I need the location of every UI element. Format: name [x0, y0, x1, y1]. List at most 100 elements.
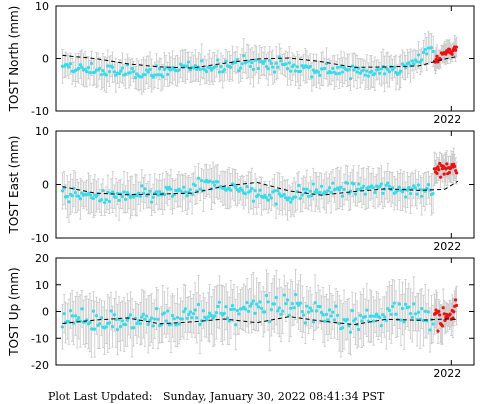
- north-point: [311, 68, 315, 72]
- up-error-bars: [61, 269, 458, 358]
- east-point: [237, 189, 241, 193]
- north-point: [164, 65, 168, 70]
- north-point: [130, 66, 134, 70]
- north-point: [148, 67, 152, 71]
- north-point: [177, 68, 181, 72]
- up-recent-point: [442, 312, 446, 316]
- north-recent-point: [435, 54, 439, 58]
- north-point: [366, 74, 371, 78]
- north-point: [80, 65, 84, 69]
- north-point: [392, 65, 396, 69]
- north-point: [140, 75, 144, 79]
- up-point: [88, 320, 92, 325]
- north-point: [336, 65, 340, 70]
- east-point: [208, 179, 212, 183]
- up-point: [282, 293, 286, 297]
- north-point: [268, 59, 272, 63]
- north-point: [193, 63, 197, 68]
- up-point: [75, 318, 79, 322]
- east-point: [104, 198, 108, 202]
- east-point: [258, 188, 262, 192]
- north-point: [269, 61, 273, 65]
- east-point: [400, 190, 405, 194]
- up-point: [230, 304, 235, 308]
- east-point: [264, 195, 268, 200]
- east-point: [107, 199, 112, 204]
- up-point: [143, 317, 147, 321]
- east-point: [245, 185, 249, 189]
- east-point: [340, 194, 345, 198]
- north-point: [352, 68, 356, 72]
- north-point: [287, 61, 291, 65]
- up-point: [214, 311, 218, 315]
- up-point: [279, 312, 283, 316]
- east-point: [282, 192, 286, 197]
- up-point: [348, 330, 353, 334]
- up-ytick-label: 0: [42, 306, 49, 319]
- up-point: [428, 328, 432, 332]
- east-point: [266, 198, 270, 202]
- up-point: [235, 309, 239, 313]
- east-point: [298, 196, 303, 200]
- up-point: [255, 302, 259, 306]
- east-point: [404, 195, 408, 199]
- up-point: [350, 309, 354, 313]
- up-point: [363, 314, 367, 319]
- east-point: [329, 190, 333, 194]
- north-point: [339, 65, 343, 69]
- north-point: [318, 73, 322, 77]
- north-point: [67, 65, 71, 69]
- north-point: [417, 53, 421, 57]
- up-point: [331, 310, 335, 314]
- up-point: [293, 293, 298, 297]
- east-point: [251, 199, 256, 203]
- east-point: [198, 187, 202, 191]
- up-point: [177, 322, 181, 326]
- east-point: [295, 189, 299, 194]
- up-point: [323, 319, 327, 323]
- up-point: [310, 309, 314, 313]
- up-point: [153, 317, 157, 321]
- east-recent-point: [437, 168, 441, 172]
- east-point: [342, 187, 346, 192]
- north-point: [421, 50, 426, 55]
- up-point: [300, 310, 304, 314]
- footer-label: Plot Last Updated:: [48, 390, 153, 403]
- east-recent-point: [440, 167, 445, 171]
- north-ytick-label: 10: [35, 0, 49, 13]
- north-point: [240, 62, 244, 66]
- north-point: [146, 70, 150, 74]
- north-point: [379, 67, 383, 71]
- north-point: [363, 73, 367, 77]
- east-ylabel: TOST East (mm): [7, 136, 21, 235]
- up-point: [389, 312, 393, 316]
- east-point: [114, 195, 118, 199]
- north-point: [293, 69, 298, 73]
- up-recent-point: [443, 318, 447, 323]
- north-point: [404, 66, 408, 70]
- east-point: [60, 189, 65, 193]
- north-point: [222, 68, 227, 72]
- up-point: [391, 304, 395, 309]
- up-point: [285, 298, 290, 302]
- east-point: [72, 186, 76, 191]
- up-point: [370, 314, 374, 318]
- east-point: [211, 180, 215, 184]
- north-point: [224, 59, 228, 63]
- up-point: [187, 312, 191, 316]
- east-point: [122, 190, 126, 194]
- east-point: [409, 192, 413, 196]
- east-point: [297, 183, 301, 188]
- east-point: [293, 195, 298, 199]
- up-point: [80, 307, 84, 311]
- up-recent-point: [438, 313, 442, 317]
- up-point: [204, 318, 209, 322]
- up-point: [290, 301, 294, 306]
- north-point: [83, 67, 87, 71]
- north-point: [88, 71, 92, 75]
- east-point: [193, 183, 197, 188]
- east-data-points: [60, 161, 459, 206]
- up-point: [149, 316, 154, 320]
- north-point: [383, 72, 387, 76]
- north-point: [78, 63, 82, 67]
